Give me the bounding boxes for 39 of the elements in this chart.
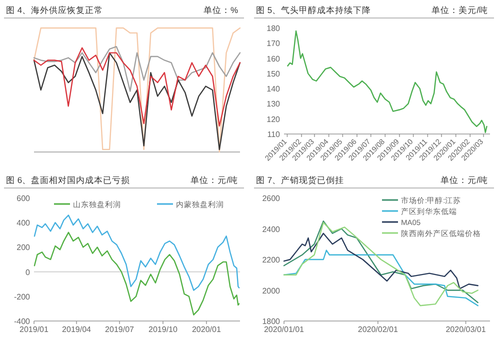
line-series — [287, 30, 488, 134]
x-tick-label: 2019/10 — [148, 325, 178, 334]
line-series — [34, 214, 240, 291]
y-tick-label: 0 — [26, 268, 31, 277]
chart-title: 图 7、产销现货已倒挂 — [256, 175, 344, 185]
y-tick-label: -400 — [14, 317, 31, 326]
y-tick-label: 2000 — [262, 286, 281, 296]
y-tick-label: 200 — [16, 243, 31, 252]
x-tick-label: 2019/04 — [62, 325, 92, 334]
x-tick-label: 2019/07 — [105, 325, 135, 334]
chart-subtitle: 单位：美元/吨 — [432, 5, 488, 15]
x-tick-label: 2020/01 — [192, 325, 222, 334]
y-tick-label: 150 — [266, 69, 281, 78]
y-tick-label: 600 — [16, 194, 31, 203]
x-tick-label: 2020/03/01 — [446, 325, 486, 334]
y-tick-label: -200 — [14, 292, 31, 302]
x-tick-label: 2020/02/01 — [358, 325, 398, 334]
y-tick-label: 2400 — [262, 224, 281, 234]
y-tick-label: 110 — [267, 130, 281, 139]
line-series — [283, 250, 478, 306]
chart-subtitle: 单位：% — [203, 5, 238, 15]
chart-title: 图 4、海外供应恢复正常 — [6, 5, 104, 15]
chart-title: 图 6、盘面相对国内成本已亏损 — [6, 175, 130, 185]
y-tick-label: 400 — [16, 218, 31, 228]
y-tick-label: 1800 — [262, 317, 281, 326]
chart-title: 图 5、气头甲醇成本持续下降 — [256, 5, 372, 15]
x-tick-label: 2020/01/01 — [264, 325, 305, 334]
y-tick-label: 160 — [266, 54, 281, 64]
chart-subtitle: 单位：元/吨 — [440, 175, 488, 185]
y-tick-label: 2200 — [262, 256, 281, 264]
y-tick-label: 2600 — [262, 194, 281, 203]
y-tick-label: 130 — [266, 100, 281, 109]
y-tick-label: 140 — [266, 84, 281, 94]
x-tick-label: 2019/01 — [20, 325, 50, 334]
y-tick-label: 120 — [266, 114, 281, 124]
line-series — [34, 232, 240, 316]
chart-subtitle: 单位：元/吨 — [190, 175, 238, 185]
y-tick-label: 170 — [266, 39, 281, 48]
y-tick-label: 180 — [266, 24, 281, 33]
